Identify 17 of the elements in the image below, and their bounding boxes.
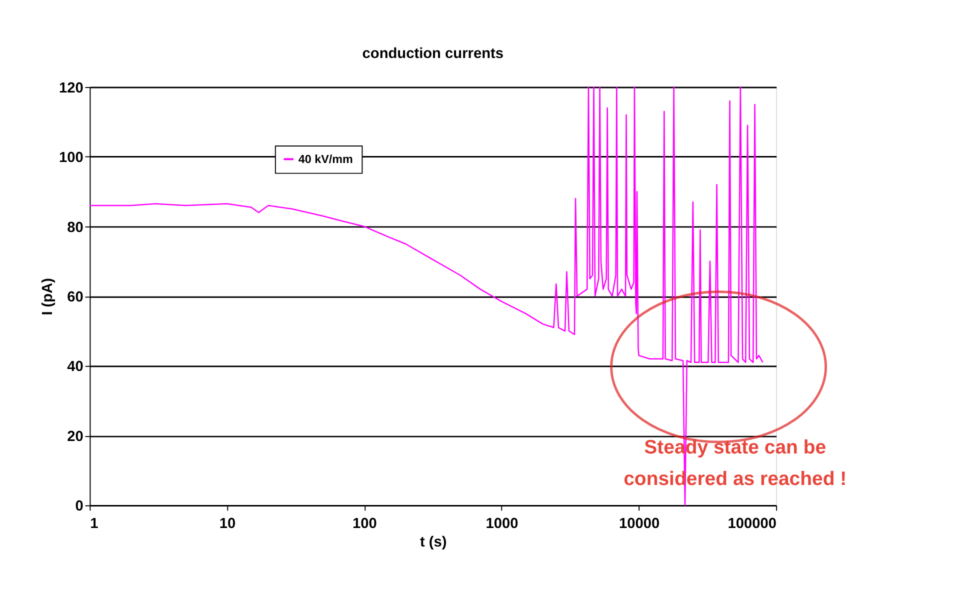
y-tick-label: 120	[58, 80, 84, 96]
y-tick-label: 20	[67, 428, 84, 445]
y-tick-label: 60	[67, 290, 84, 306]
y-axis-title: I (pA)	[40, 278, 56, 316]
x-tick-label: 100000	[728, 516, 777, 532]
y-tick-label: 100	[58, 150, 84, 166]
x-tick-label: 10	[219, 516, 236, 532]
y-tick-label: 80	[67, 220, 84, 236]
x-axis-title: t (s)	[420, 534, 447, 551]
x-tick-label: 1	[90, 516, 98, 532]
legend-label: 40 kV/mm	[298, 153, 353, 166]
x-tick-label: 10000	[618, 516, 660, 532]
y-tick-label: 0	[75, 498, 84, 515]
y-tick-label: 40	[67, 359, 84, 376]
chart-title: conduction currents	[362, 46, 504, 62]
x-tick-label: 100	[352, 516, 377, 532]
x-tick-label: 1000	[486, 516, 518, 532]
